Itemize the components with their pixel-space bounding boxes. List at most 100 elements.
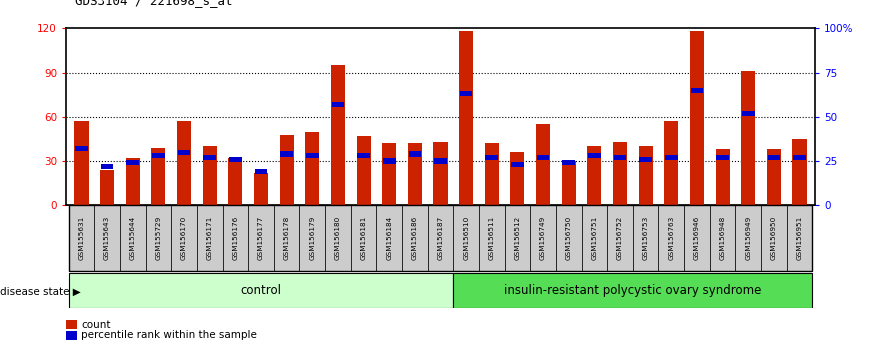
Text: GSM155643: GSM155643	[104, 216, 110, 260]
Bar	[357, 136, 371, 205]
Bar	[427, 205, 454, 271]
Bar	[715, 149, 729, 205]
Text: GSM155729: GSM155729	[155, 216, 161, 260]
Bar	[196, 205, 223, 271]
Bar	[69, 205, 94, 271]
Bar	[100, 164, 114, 169]
Bar	[640, 157, 652, 162]
Bar	[69, 273, 454, 308]
Bar	[351, 205, 376, 271]
Bar	[690, 31, 704, 205]
Bar	[279, 135, 293, 205]
Text: GSM156950: GSM156950	[771, 216, 777, 260]
Bar	[434, 159, 447, 164]
Bar	[120, 205, 145, 271]
Bar	[716, 155, 729, 160]
Bar	[402, 205, 427, 271]
Text: GSM156177: GSM156177	[258, 216, 264, 260]
Bar	[280, 152, 293, 156]
Bar	[152, 153, 165, 158]
Bar	[408, 143, 422, 205]
Text: GSM156186: GSM156186	[411, 216, 418, 260]
Bar	[787, 205, 812, 271]
Bar	[505, 205, 530, 271]
Bar	[171, 205, 196, 271]
Text: GSM156951: GSM156951	[796, 216, 803, 260]
Text: GDS3104 / 221698_s_at: GDS3104 / 221698_s_at	[75, 0, 233, 7]
Text: percentile rank within the sample: percentile rank within the sample	[81, 330, 257, 340]
Bar	[581, 205, 607, 271]
Bar	[126, 160, 139, 165]
Bar	[255, 169, 267, 174]
Text: GSM156187: GSM156187	[438, 216, 443, 260]
Bar	[305, 132, 319, 205]
Bar	[607, 205, 633, 271]
Bar	[691, 88, 703, 93]
Text: GSM156510: GSM156510	[463, 216, 470, 260]
Bar	[614, 155, 626, 160]
Text: control: control	[241, 284, 282, 297]
Bar	[613, 142, 627, 205]
Bar	[562, 160, 575, 165]
Text: GSM156749: GSM156749	[540, 216, 546, 260]
Bar	[248, 205, 274, 271]
Text: GSM156178: GSM156178	[284, 216, 290, 260]
Bar	[485, 143, 499, 205]
Text: GSM156753: GSM156753	[642, 216, 648, 260]
Bar	[178, 150, 190, 155]
Text: GSM156946: GSM156946	[694, 216, 700, 260]
Bar	[409, 152, 421, 156]
Bar	[94, 205, 120, 271]
Bar	[460, 91, 472, 96]
Bar	[325, 205, 351, 271]
Bar	[454, 273, 812, 308]
Bar	[459, 31, 473, 205]
Bar	[274, 205, 300, 271]
Bar	[74, 121, 88, 205]
Bar	[145, 205, 171, 271]
Bar	[382, 143, 396, 205]
Bar	[639, 146, 653, 205]
Bar	[300, 205, 325, 271]
Text: insulin-resistant polycystic ovary syndrome: insulin-resistant polycystic ovary syndr…	[504, 284, 761, 297]
Bar	[331, 102, 344, 107]
Text: GSM156176: GSM156176	[233, 216, 239, 260]
Bar	[537, 155, 550, 160]
Bar	[736, 205, 761, 271]
Bar	[658, 205, 685, 271]
Bar	[767, 155, 781, 160]
Text: GSM156181: GSM156181	[360, 216, 366, 260]
Text: GSM156752: GSM156752	[617, 216, 623, 260]
Bar	[306, 153, 319, 158]
Text: GSM156511: GSM156511	[489, 216, 495, 260]
Bar	[510, 152, 524, 205]
Text: count: count	[81, 320, 110, 330]
Text: GSM156170: GSM156170	[181, 216, 187, 260]
Text: GSM156948: GSM156948	[720, 216, 726, 260]
Bar	[100, 170, 115, 205]
Bar	[665, 155, 677, 160]
Bar	[75, 146, 88, 151]
Text: GSM156180: GSM156180	[335, 216, 341, 260]
Bar	[204, 155, 216, 160]
Bar	[454, 205, 479, 271]
Text: GSM155631: GSM155631	[78, 216, 85, 260]
Text: GSM156512: GSM156512	[515, 216, 521, 260]
Text: GSM156763: GSM156763	[669, 216, 674, 260]
Bar	[152, 148, 166, 205]
Bar	[556, 205, 581, 271]
Text: GSM155644: GSM155644	[130, 216, 136, 260]
Bar	[376, 205, 402, 271]
Bar	[433, 142, 448, 205]
Bar	[562, 161, 576, 205]
Bar	[203, 146, 217, 205]
Text: GSM156750: GSM156750	[566, 216, 572, 260]
Text: GSM156184: GSM156184	[386, 216, 392, 260]
Bar	[530, 205, 556, 271]
Text: GSM156171: GSM156171	[207, 216, 212, 260]
Bar	[685, 205, 710, 271]
Text: GSM156179: GSM156179	[309, 216, 315, 260]
Bar	[793, 155, 806, 160]
Bar	[177, 121, 191, 205]
Bar	[710, 205, 736, 271]
